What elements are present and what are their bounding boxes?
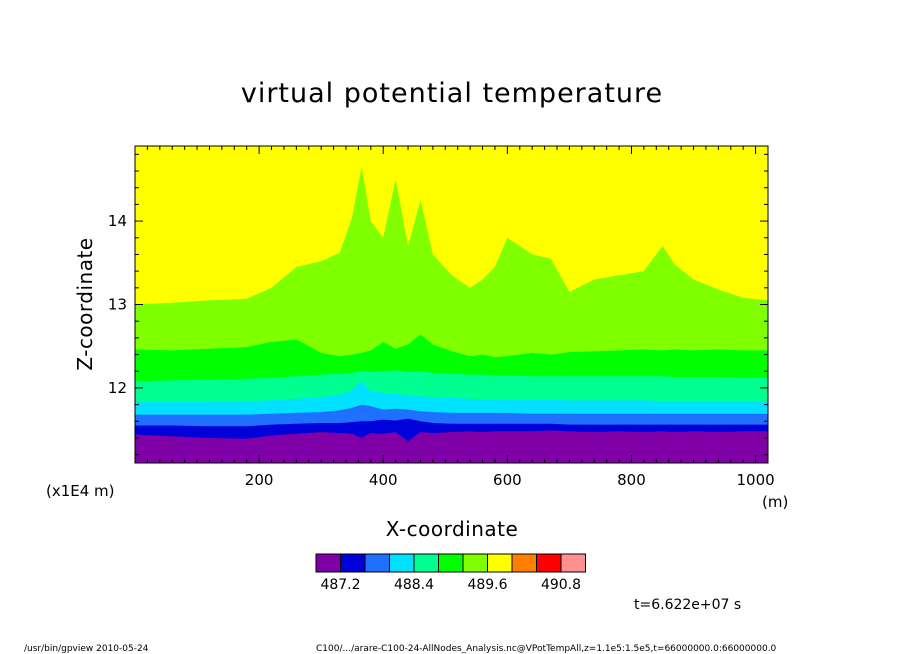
legend-label: 490.8 [541,577,581,593]
legend-swatch [560,553,586,573]
legend-swatch [413,553,439,573]
time-label: t=6.622e+07 s [634,597,741,613]
plot-area: 200 400 600 800 1000 12 13 14 [108,145,775,489]
x-tick-label: 200 [245,471,274,489]
legend-swatch [487,553,513,573]
x-unit-label: (m) [762,493,788,511]
contour-band-0 [135,430,768,463]
footer-program: /usr/bin/gpview 2010-05-24 [24,644,149,654]
legend-swatch [536,553,562,573]
legend-swatch [511,553,537,573]
legend-label: 488.4 [394,577,434,593]
legend-label: 489.6 [467,577,507,593]
axis-ticks: 200 400 600 800 1000 12 13 14 [108,146,775,489]
legend-swatch [438,553,464,573]
y-tick-label: 14 [108,212,127,230]
legend-label: 487.2 [320,577,360,593]
x-axis-label: X-coordinate [386,517,519,541]
legend-swatch [340,553,366,573]
legend-swatch [315,553,341,573]
x-tick-label: 800 [617,471,646,489]
y-tick-label: 12 [108,379,127,397]
color-legend: 487.2 488.4 489.6 490.8 [315,553,586,593]
legend-swatch [389,553,415,573]
y-axis-label: Z-coordinate [73,237,97,370]
footer-source: C100/.../arare-C100-24-AllNodes_Analysis… [316,644,777,654]
contour-fills [135,166,768,463]
x-tick-label: 600 [493,471,522,489]
legend-swatch [364,553,390,573]
y-tick-label: 13 [108,296,127,314]
y-scale-note: (x1E4 m) [46,482,115,500]
x-tick-label: 400 [369,471,398,489]
chart-title: virtual potential temperature [241,78,663,109]
legend-swatch [462,553,488,573]
x-tick-label: 1000 [736,471,774,489]
